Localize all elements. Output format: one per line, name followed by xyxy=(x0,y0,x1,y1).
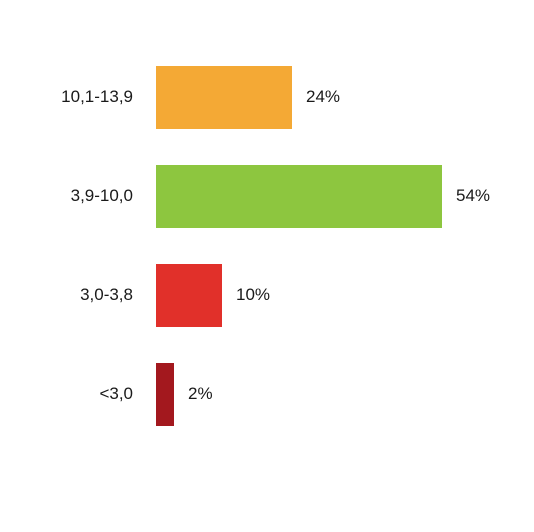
bar-group: 3,0-3,8 10% xyxy=(80,264,270,327)
bar xyxy=(156,363,174,426)
value-label: 2% xyxy=(188,384,213,403)
bar xyxy=(156,66,292,129)
bar xyxy=(156,264,222,327)
value-label: 24% xyxy=(306,87,340,106)
value-label: 10% xyxy=(236,285,270,304)
bar-group: <3,0 2% xyxy=(99,363,213,426)
category-label: <3,0 xyxy=(99,384,133,403)
bar xyxy=(156,165,442,228)
category-label: 3,0-3,8 xyxy=(80,285,133,304)
category-label: 3,9-10,0 xyxy=(71,186,133,205)
category-label: 10,1-13,9 xyxy=(61,87,133,106)
bar-group: 10,1-13,9 24% xyxy=(61,66,340,129)
value-label: 54% xyxy=(456,186,490,205)
bar-group: 3,9-10,0 54% xyxy=(71,165,490,228)
